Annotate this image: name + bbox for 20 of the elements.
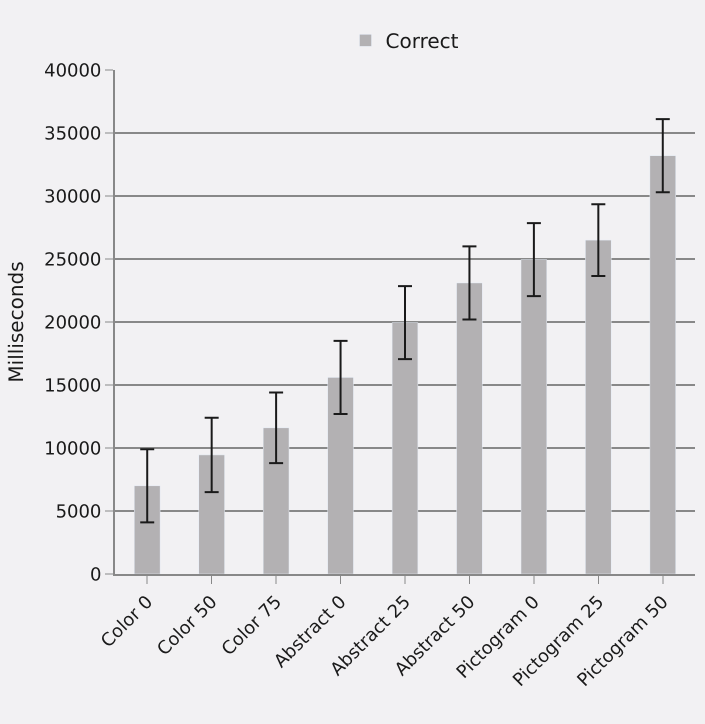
y-tick-label: 15000 [44,375,102,396]
bar [456,282,483,574]
y-tick-label: 40000 [44,60,102,82]
bar [520,259,548,574]
legend-label: Correct [386,29,459,54]
y-axis-title: Milliseconds [4,261,28,383]
bar [585,240,612,574]
y-tick-label: 25000 [44,249,102,270]
y-tick-label: 20000 [44,312,102,334]
bar [198,454,225,574]
y-tick-label: 35000 [44,123,102,144]
bar [262,428,290,574]
bar [134,486,160,574]
y-tick-label: 30000 [44,186,102,208]
y-tick-label: 10000 [44,438,102,460]
bar [392,322,418,574]
bar [650,155,676,574]
y-tick-label: 0 [90,564,102,586]
bar [327,377,354,574]
y-tick-label: 5000 [56,501,102,522]
